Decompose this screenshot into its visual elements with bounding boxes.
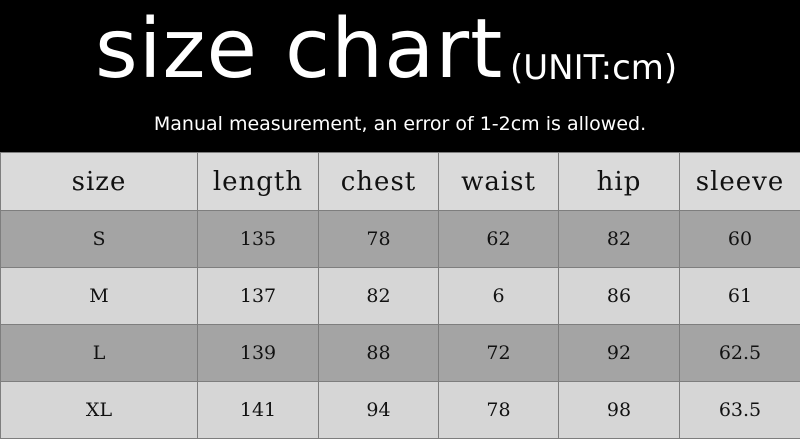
cell: 98 <box>559 382 680 439</box>
cell: 141 <box>198 382 319 439</box>
column-header-sleeve: sleeve <box>680 153 800 211</box>
cell: 82 <box>319 268 439 325</box>
cell: 62.5 <box>680 325 800 382</box>
cell: 82 <box>559 211 680 268</box>
unit-label: (UNIT:cm) <box>510 48 677 88</box>
cell: 78 <box>319 211 439 268</box>
cell: 78 <box>439 382 559 439</box>
measurement-note: Manual measurement, an error of 1-2cm is… <box>0 113 800 135</box>
table-row: M 137 82 6 86 61 <box>1 268 800 325</box>
cell: XL <box>1 382 198 439</box>
cell: 6 <box>439 268 559 325</box>
table-row: XL 141 94 78 98 63.5 <box>1 382 800 439</box>
column-header-size: size <box>1 153 198 211</box>
cell: 63.5 <box>680 382 800 439</box>
cell: 62 <box>439 211 559 268</box>
cell: 61 <box>680 268 800 325</box>
cell: 137 <box>198 268 319 325</box>
cell: 94 <box>319 382 439 439</box>
banner: size chart (UNIT:cm) Manual measurement,… <box>0 0 800 152</box>
cell: 60 <box>680 211 800 268</box>
size-table: size length chest waist hip sleeve S 135… <box>0 152 800 439</box>
cell: L <box>1 325 198 382</box>
column-header-hip: hip <box>559 153 680 211</box>
header-row: size length chest waist hip sleeve <box>1 153 800 211</box>
cell: 139 <box>198 325 319 382</box>
page-title: size chart <box>95 2 503 97</box>
cell: 88 <box>319 325 439 382</box>
column-header-length: length <box>198 153 319 211</box>
cell: S <box>1 211 198 268</box>
cell: 135 <box>198 211 319 268</box>
cell: 92 <box>559 325 680 382</box>
column-header-waist: waist <box>439 153 559 211</box>
cell: 86 <box>559 268 680 325</box>
table-row: L 139 88 72 92 62.5 <box>1 325 800 382</box>
cell: M <box>1 268 198 325</box>
column-header-chest: chest <box>319 153 439 211</box>
table-row: S 135 78 62 82 60 <box>1 211 800 268</box>
cell: 72 <box>439 325 559 382</box>
